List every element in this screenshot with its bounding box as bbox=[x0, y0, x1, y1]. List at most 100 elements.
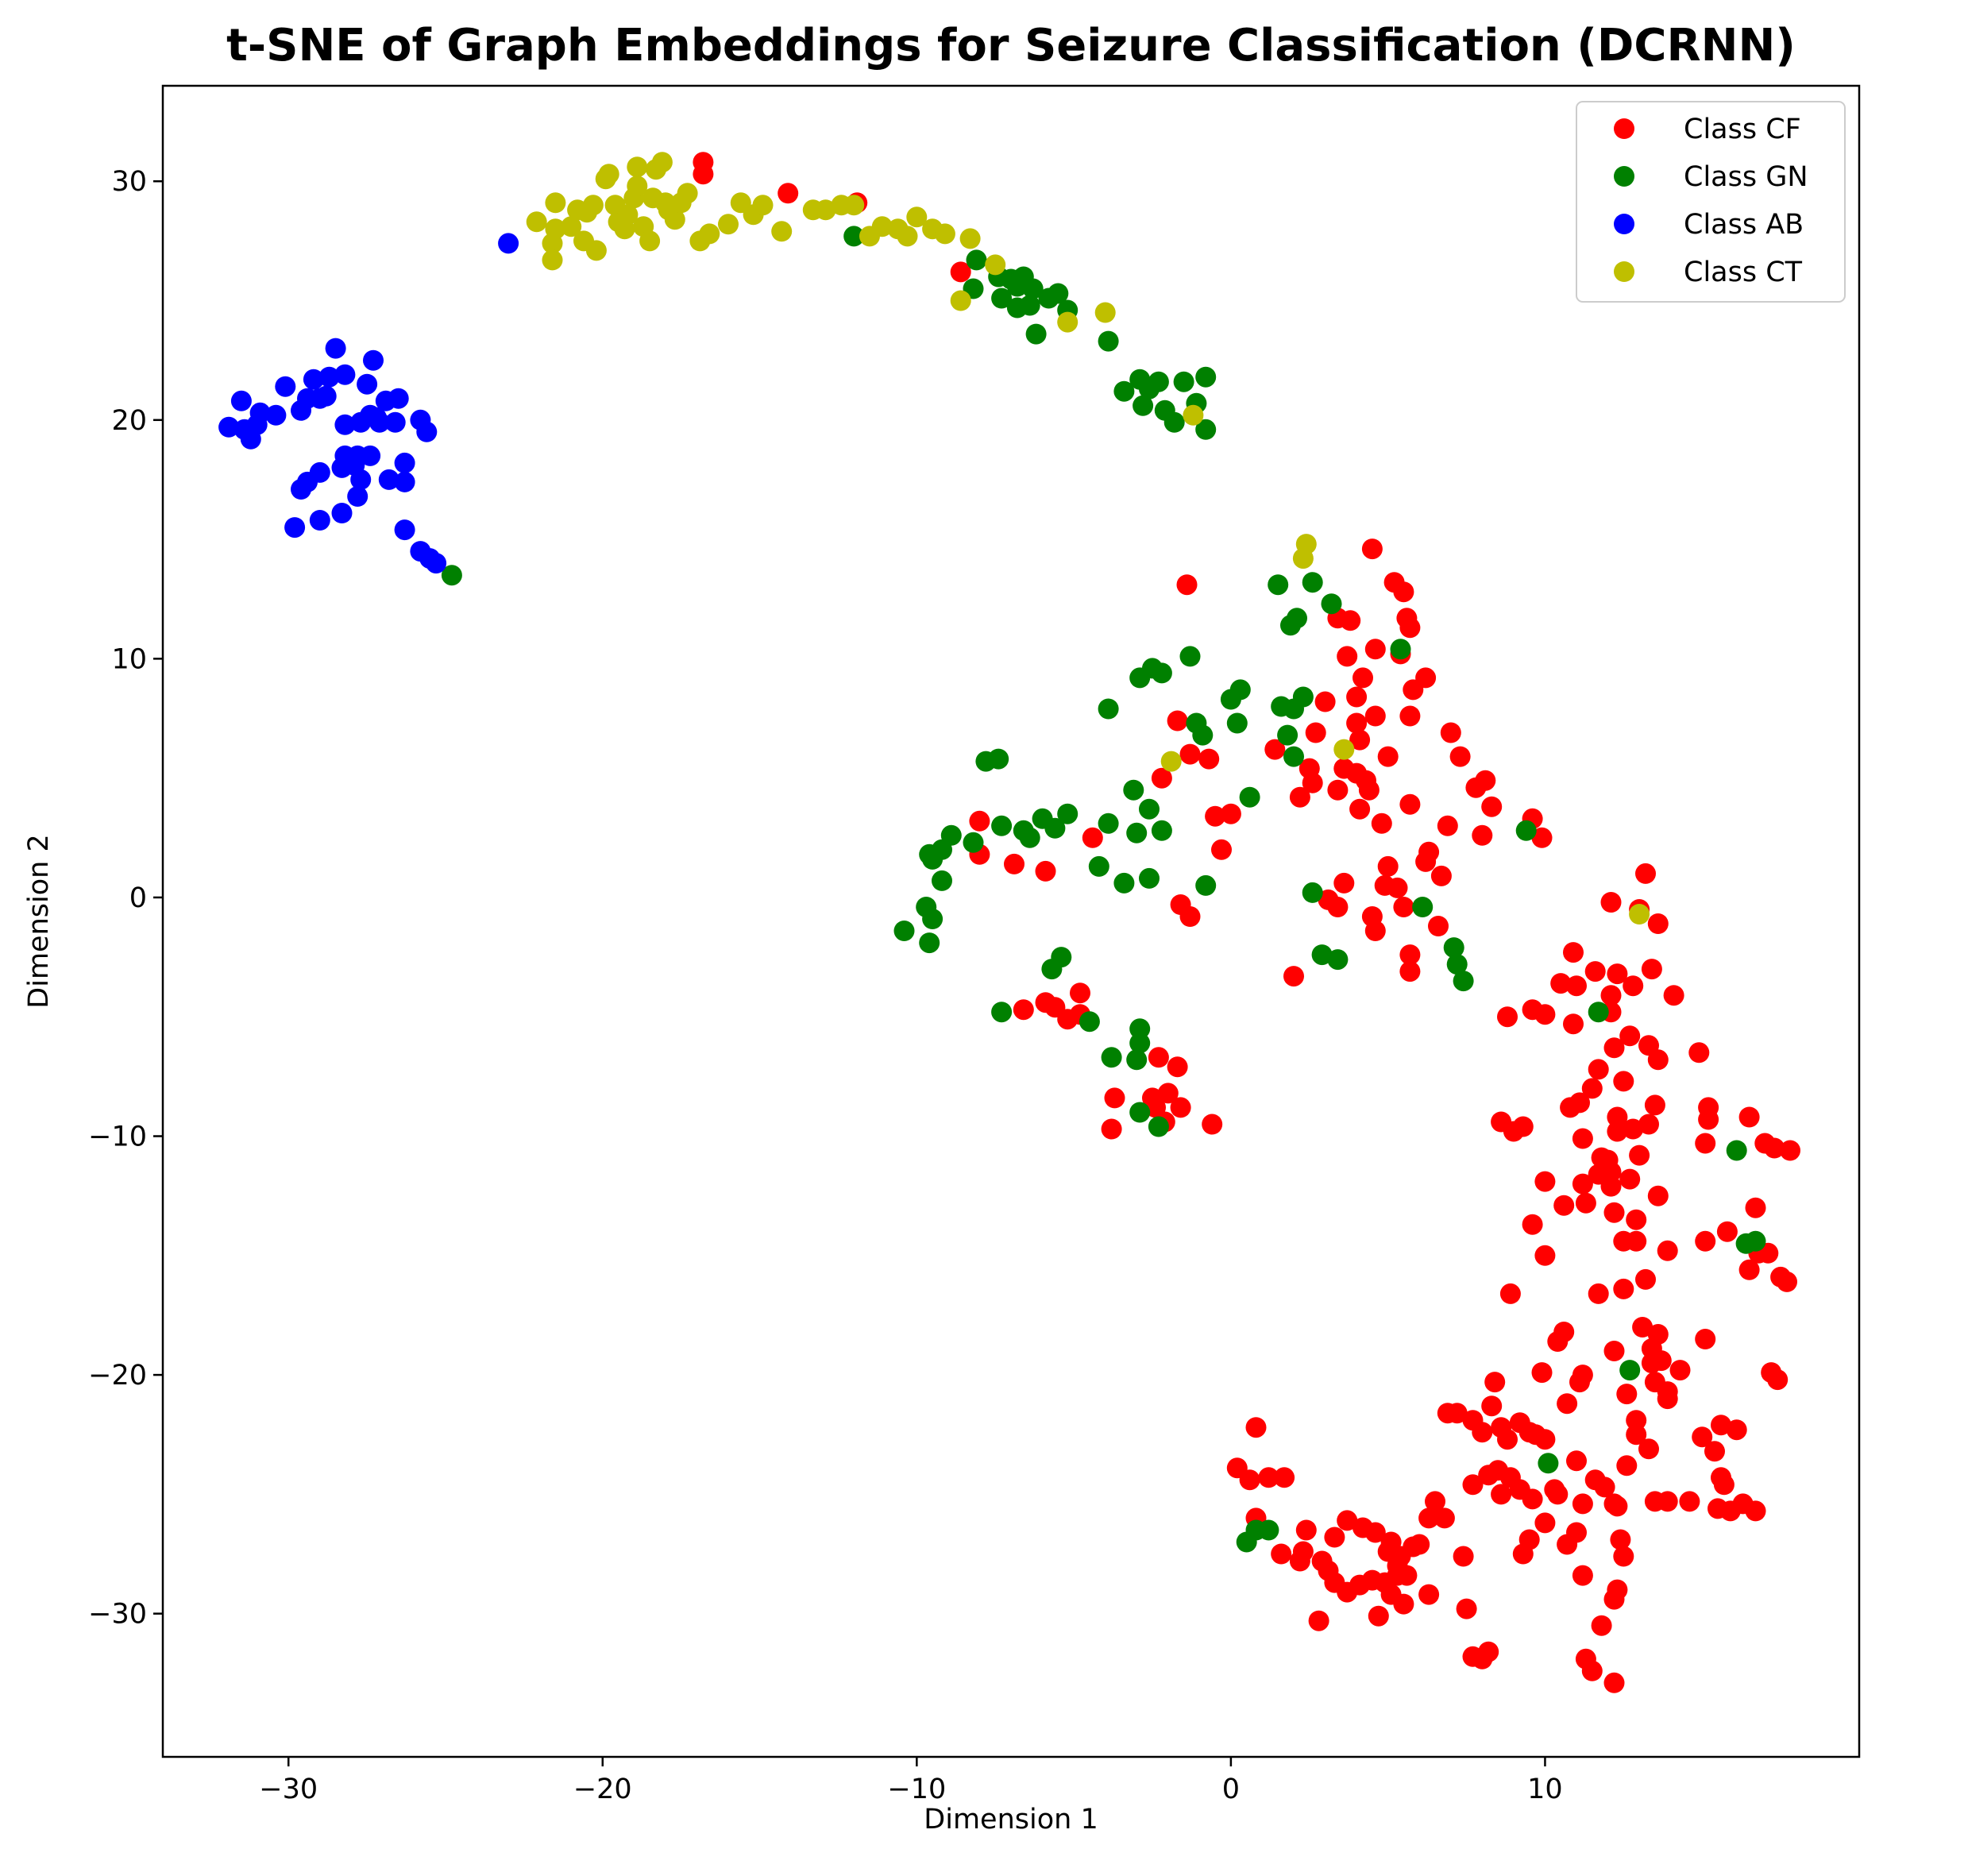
data-point bbox=[627, 156, 648, 178]
data-point bbox=[1594, 1476, 1615, 1498]
data-point bbox=[1600, 985, 1622, 1006]
data-point bbox=[893, 921, 915, 941]
data-point bbox=[1364, 921, 1386, 941]
y-tick-label: −30 bbox=[88, 1599, 147, 1631]
data-point bbox=[394, 452, 415, 473]
plot-points bbox=[218, 152, 1800, 1693]
data-point bbox=[585, 240, 607, 261]
data-point bbox=[1399, 961, 1421, 982]
data-point bbox=[1245, 1417, 1267, 1438]
data-point bbox=[1550, 973, 1572, 994]
data-point bbox=[347, 486, 369, 507]
data-point bbox=[1635, 1268, 1656, 1290]
data-point bbox=[1126, 822, 1148, 843]
data-point bbox=[1745, 1197, 1766, 1218]
data-point bbox=[1364, 705, 1386, 727]
data-point bbox=[1098, 330, 1119, 352]
data-point bbox=[1619, 1168, 1641, 1190]
data-point bbox=[1192, 724, 1214, 746]
data-point bbox=[1101, 1047, 1122, 1068]
data-point bbox=[1534, 1429, 1556, 1450]
data-point bbox=[265, 404, 287, 426]
data-point bbox=[1534, 1245, 1556, 1266]
data-point bbox=[1327, 949, 1349, 971]
data-point bbox=[1179, 743, 1201, 765]
data-point bbox=[1104, 1087, 1125, 1109]
data-point bbox=[1512, 1543, 1534, 1565]
data-point bbox=[1283, 746, 1304, 767]
data-point bbox=[1025, 323, 1047, 345]
data-point bbox=[1399, 793, 1421, 815]
data-point bbox=[1512, 1116, 1534, 1137]
data-point bbox=[1613, 1278, 1634, 1299]
data-point bbox=[1283, 698, 1304, 720]
data-point bbox=[1198, 748, 1220, 770]
legend-marker bbox=[1614, 214, 1634, 234]
data-point bbox=[919, 932, 940, 954]
data-point bbox=[699, 223, 720, 245]
data-point bbox=[1305, 722, 1326, 743]
y-axis-ticks: 30 20 10 0 −10 −20 −30 bbox=[88, 166, 163, 1631]
data-point bbox=[1607, 963, 1628, 985]
data-point bbox=[388, 388, 409, 409]
data-point bbox=[1364, 1522, 1386, 1543]
data-point bbox=[1425, 1491, 1445, 1512]
data-point bbox=[1569, 1092, 1590, 1114]
data-point bbox=[1133, 395, 1154, 416]
data-point bbox=[1139, 798, 1160, 820]
data-point bbox=[498, 233, 519, 254]
x-axis-ticks: −30 −20 −10 0 10 bbox=[259, 1757, 1563, 1805]
data-point bbox=[1638, 1438, 1659, 1460]
data-point bbox=[582, 195, 604, 216]
data-point bbox=[1167, 1056, 1188, 1078]
data-point bbox=[1139, 867, 1160, 889]
data-point bbox=[1669, 1360, 1691, 1381]
data-point bbox=[1453, 971, 1474, 992]
data-point bbox=[334, 364, 356, 385]
data-point bbox=[1572, 1173, 1593, 1195]
y-tick-label: 20 bbox=[111, 405, 147, 437]
data-point bbox=[1572, 1128, 1593, 1149]
data-point bbox=[1358, 779, 1380, 801]
data-point bbox=[934, 223, 955, 245]
data-point bbox=[1094, 302, 1116, 323]
data-point bbox=[542, 249, 563, 271]
data-point bbox=[815, 199, 836, 221]
data-point bbox=[545, 218, 566, 240]
data-point bbox=[357, 373, 378, 395]
data-point bbox=[1019, 295, 1040, 316]
data-point bbox=[991, 815, 1013, 836]
data-point bbox=[1704, 1441, 1725, 1462]
data-point bbox=[922, 909, 943, 929]
data-point bbox=[309, 510, 330, 531]
data-point bbox=[1337, 646, 1358, 667]
x-tick-label: −10 bbox=[887, 1774, 946, 1805]
data-point bbox=[1390, 639, 1411, 660]
data-point bbox=[1113, 872, 1135, 894]
data-point bbox=[1591, 1615, 1612, 1636]
data-point bbox=[1126, 1049, 1148, 1071]
legend: Class CF Class GN Class AB Class CT bbox=[1576, 101, 1846, 303]
data-point bbox=[1353, 667, 1373, 689]
data-point bbox=[325, 338, 346, 359]
data-point bbox=[1302, 882, 1323, 903]
data-point bbox=[1572, 1493, 1593, 1515]
data-point bbox=[1572, 1365, 1593, 1386]
series-class-gn bbox=[441, 226, 1766, 1553]
data-point bbox=[1745, 1500, 1766, 1522]
data-point bbox=[1113, 380, 1135, 402]
data-point bbox=[1333, 872, 1355, 894]
data-point bbox=[1163, 411, 1185, 433]
data-point bbox=[1619, 1360, 1641, 1381]
data-point bbox=[1566, 975, 1587, 997]
data-point bbox=[1679, 1491, 1700, 1512]
data-point bbox=[1638, 1114, 1659, 1135]
data-point bbox=[922, 848, 943, 870]
data-point bbox=[545, 192, 566, 214]
data-point bbox=[1647, 1185, 1669, 1206]
data-point bbox=[1129, 1018, 1151, 1040]
data-point bbox=[1004, 853, 1025, 874]
data-point bbox=[966, 249, 987, 271]
data-point bbox=[1160, 751, 1182, 772]
